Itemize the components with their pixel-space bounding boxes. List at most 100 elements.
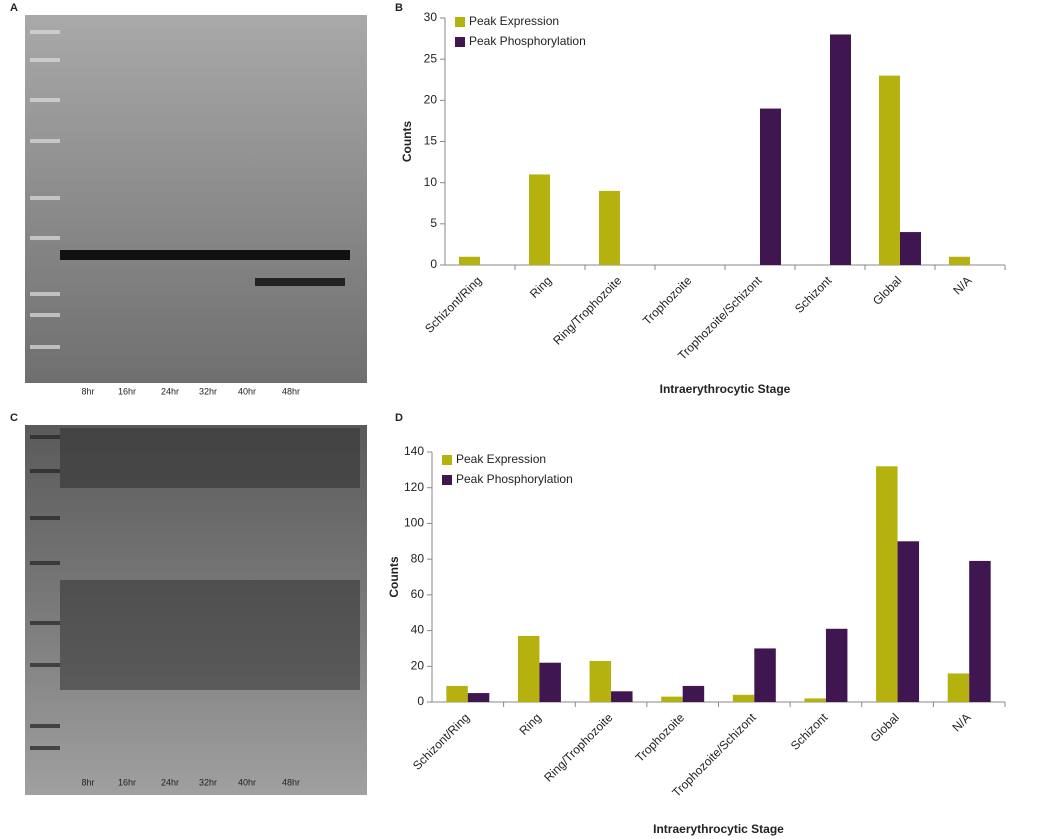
ladder-band [30,621,60,625]
x-tick-label: Global [870,273,904,307]
bar [661,696,683,702]
bar [467,693,490,702]
marker-label: 250 [6,26,21,36]
ladder-band [30,139,60,143]
marker-label: 50 [9,192,19,202]
ladder-band [30,469,60,473]
marker-label: 75 [9,135,19,145]
blot-band [60,250,350,260]
bar [900,232,921,265]
bar [599,190,620,265]
x-tick-label: Trophozoite [633,710,688,765]
ladder-band [30,561,60,565]
ladder-band [30,746,60,750]
panel-label: A [10,2,18,14]
marker-label: 25 [9,720,19,730]
y-tick-label: 140 [404,444,424,458]
legend-swatch [442,475,452,485]
ladder-band [30,663,60,667]
x-tick-label: Schizont/Ring [410,710,472,772]
legend-swatch [442,455,452,465]
x-tick-label: Ring/Trophozoite [550,273,624,347]
marker-label: 37 [9,659,19,669]
bar [760,108,781,265]
lane-label: 32hr [199,777,217,787]
y-axis-title: Counts [400,121,414,163]
bar [446,685,468,702]
bar [459,256,480,265]
x-tick-label: N/A [950,273,974,297]
marker-label: 20 [9,742,19,752]
legend-label: Peak Expression [469,14,559,28]
y-axis-title: Counts [387,556,401,598]
blot-band [60,428,360,488]
marker-label: 37 [9,232,19,242]
marker-label: 250 [6,431,21,441]
lane-label: 24hr [161,386,179,396]
bar [879,75,900,265]
marker-label: 100 [6,512,21,522]
x-tick-label: N/A [949,710,973,734]
lane-label: 48hr [282,386,300,396]
ladder-band [30,724,60,728]
y-tick-label: 20 [424,93,438,107]
y-tick-label: 0 [417,694,424,708]
ladder-band [30,313,60,317]
y-tick-label: 20 [411,658,425,672]
legend-swatch [455,17,465,27]
legend-label: Peak Phosphorylation [469,34,586,48]
blot-band [255,278,345,286]
ladder-band [30,30,60,34]
panel-label: C [10,412,18,424]
bar [830,34,851,265]
bar [611,691,633,702]
ladder-band [30,236,60,240]
marker-label: 20 [9,309,19,319]
bar [947,673,970,702]
y-tick-label: 100 [404,516,424,530]
y-tick-label: 15 [424,134,438,148]
x-tick-label: Ring/Trophozoite [541,710,615,784]
bar [732,694,755,702]
marker-label: 150 [6,54,21,64]
x-tick-label: Schizont/Ring [422,273,484,335]
marker-label: 150 [6,465,21,475]
marker-label: 25 [9,288,19,298]
y-tick-label: 80 [411,551,425,565]
legend-label: Peak Phosphorylation [456,472,573,486]
ladder-band [30,196,60,200]
panel-label: D [395,412,403,424]
ladder-band [30,345,60,349]
lane-label: 8hr [81,777,94,787]
lane-label: 16hr [118,777,136,787]
lane-label: 8hr [81,386,94,396]
bar [969,560,991,702]
bar [876,466,898,702]
lane-label: 40hr [238,777,256,787]
bar [529,174,550,265]
blot-image [25,15,367,383]
y-tick-label: 5 [430,216,437,230]
y-tick-label: 120 [404,480,424,494]
x-tick-label: Ring [516,710,543,737]
bar [589,660,612,702]
lane-label: 24hr [161,777,179,787]
y-tick-label: 25 [424,51,438,65]
legend-label: Peak Expression [456,452,546,466]
lane-label: 48hr [282,777,300,787]
legend-swatch [455,37,465,47]
lane-label: 32hr [199,386,217,396]
ladder-band [30,58,60,62]
ladder-band [30,292,60,296]
ladder-band [30,435,60,439]
bar [949,256,970,265]
bar [517,635,540,702]
bar [804,698,826,702]
panel-label: B [395,2,403,14]
blot-band [60,580,360,690]
marker-label: 100 [6,94,21,104]
x-axis-title: Intraerythrocytic Stage [653,822,784,836]
y-tick-label: 0 [430,257,437,271]
marker-label: 15 [9,341,19,351]
